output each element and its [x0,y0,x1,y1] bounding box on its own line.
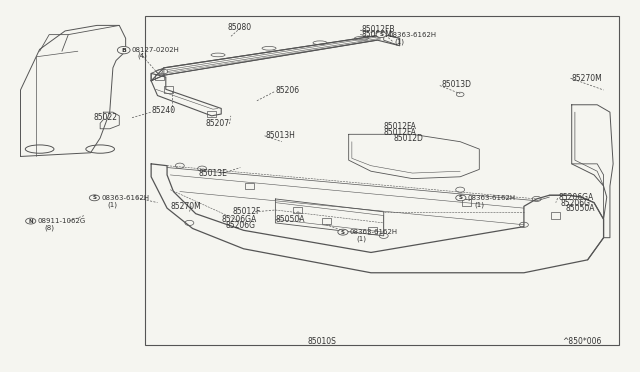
Text: 85240: 85240 [151,106,175,115]
Text: 08127-0202H: 08127-0202H [131,47,179,53]
Text: 85206GA: 85206GA [221,215,257,224]
Text: N: N [28,219,33,224]
Text: 85206G: 85206G [561,199,591,208]
Text: 85050A: 85050A [275,215,305,224]
Bar [462,199,471,206]
Text: (4): (4) [137,53,147,59]
Circle shape [26,218,36,224]
Text: 85080: 85080 [228,23,252,32]
Text: 08363-6162H: 08363-6162H [350,229,398,235]
Bar [145,16,620,345]
Ellipse shape [211,53,225,57]
Text: (1): (1) [356,235,366,242]
Bar [322,218,331,224]
Text: 85013D: 85013D [441,80,471,89]
Circle shape [90,195,100,201]
Bar [164,86,173,93]
Text: S: S [459,195,463,200]
Text: 08363-6162H: 08363-6162H [388,32,436,38]
Circle shape [456,195,466,201]
Ellipse shape [262,46,276,50]
Text: 85012D: 85012D [394,134,423,142]
Text: (1): (1) [108,201,118,208]
Text: 08363-6162H: 08363-6162H [468,195,516,201]
Circle shape [185,220,194,225]
Bar [551,212,560,219]
Bar [368,227,377,234]
Text: 85206G: 85206G [226,221,256,230]
Text: (8): (8) [44,224,54,231]
Ellipse shape [86,145,115,153]
Text: 85012FB: 85012FB [362,25,395,34]
Circle shape [198,166,207,171]
Circle shape [338,229,348,235]
Text: 85207: 85207 [205,119,229,128]
Circle shape [117,46,130,54]
Text: 85012FA: 85012FA [384,128,417,137]
Text: 85013H: 85013H [266,131,296,140]
Circle shape [175,163,184,168]
Bar [207,111,216,117]
Ellipse shape [26,145,54,153]
Bar [246,183,254,189]
Text: 85012F: 85012F [232,207,260,217]
Circle shape [520,222,529,227]
Text: 08911-1062G: 08911-1062G [38,218,86,224]
Circle shape [456,187,465,192]
Text: 85206: 85206 [275,86,300,95]
Circle shape [160,69,168,74]
Ellipse shape [355,36,369,40]
Circle shape [156,70,163,73]
Circle shape [376,32,387,38]
Text: ^850*006: ^850*006 [562,337,602,346]
Text: (1): (1) [474,201,484,208]
Text: 85013E: 85013E [199,169,228,177]
Text: S: S [341,230,345,235]
Text: B: B [122,48,126,52]
Text: 85050A: 85050A [565,204,595,214]
Text: 08363-6162H: 08363-6162H [101,195,150,201]
Circle shape [532,196,541,202]
Text: S: S [92,195,97,200]
Text: (1): (1) [394,38,404,45]
Text: S: S [379,32,383,37]
Text: 85090M: 85090M [362,30,392,39]
Bar [155,74,164,80]
Bar [293,207,302,213]
Circle shape [380,233,388,238]
Text: 85270M: 85270M [170,202,201,211]
Text: 85270M: 85270M [572,74,602,83]
Ellipse shape [313,41,327,45]
Text: 85022: 85022 [94,113,118,122]
Text: 85012FA: 85012FA [384,122,417,131]
Circle shape [456,92,464,97]
Text: 85206GA: 85206GA [559,193,594,202]
Text: 85010S: 85010S [307,337,336,346]
